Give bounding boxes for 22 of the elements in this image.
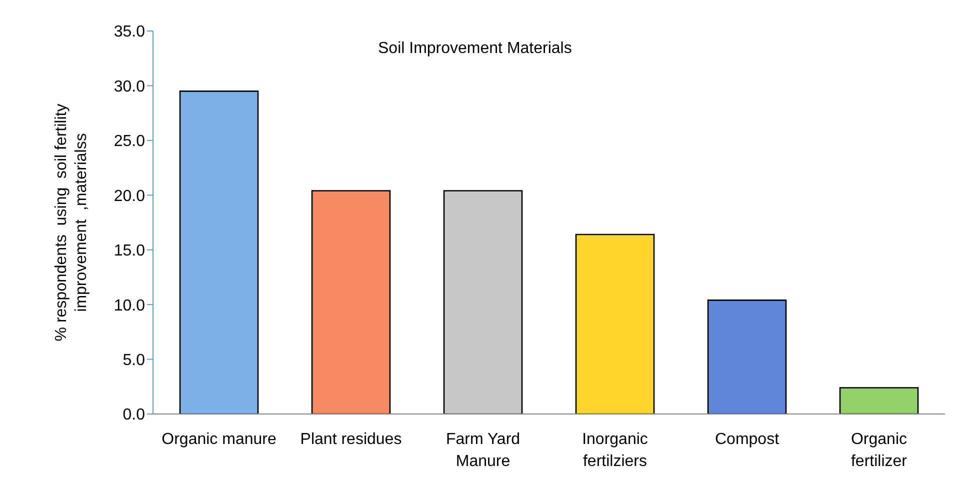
y-tick-label: 25.0 — [114, 133, 146, 150]
x-tick-label: Compost — [714, 431, 780, 448]
y-tick-label: 20.0 — [114, 188, 146, 205]
y-tick-label: 15.0 — [114, 242, 146, 260]
x-tick-label: Plant residues — [300, 431, 402, 448]
bar — [311, 190, 391, 414]
bar — [575, 234, 655, 414]
bar — [179, 90, 259, 414]
y-tick-label: 5.0 — [122, 352, 146, 369]
x-tick-label: Organic fertilizer — [850, 431, 908, 470]
y-tick-label: 30.0 — [114, 78, 146, 96]
bar — [443, 190, 523, 414]
y-tick-label: 0.0 — [122, 406, 146, 424]
y-axis-title: % respondents using soil fertility improvement ,materialss — [53, 104, 90, 342]
bar — [839, 387, 919, 414]
text: Soil Improvement Materials — [378, 40, 572, 58]
x-tick-label: Organic manure — [162, 431, 276, 448]
x-tick-label: Inorganic fertilziers — [582, 431, 648, 470]
y-tick-label: 10.0 — [114, 297, 146, 314]
x-tick-label: Farm Yard Manure — [446, 431, 520, 470]
bar — [707, 300, 787, 414]
y-tick-label: 35.0 — [114, 24, 146, 41]
